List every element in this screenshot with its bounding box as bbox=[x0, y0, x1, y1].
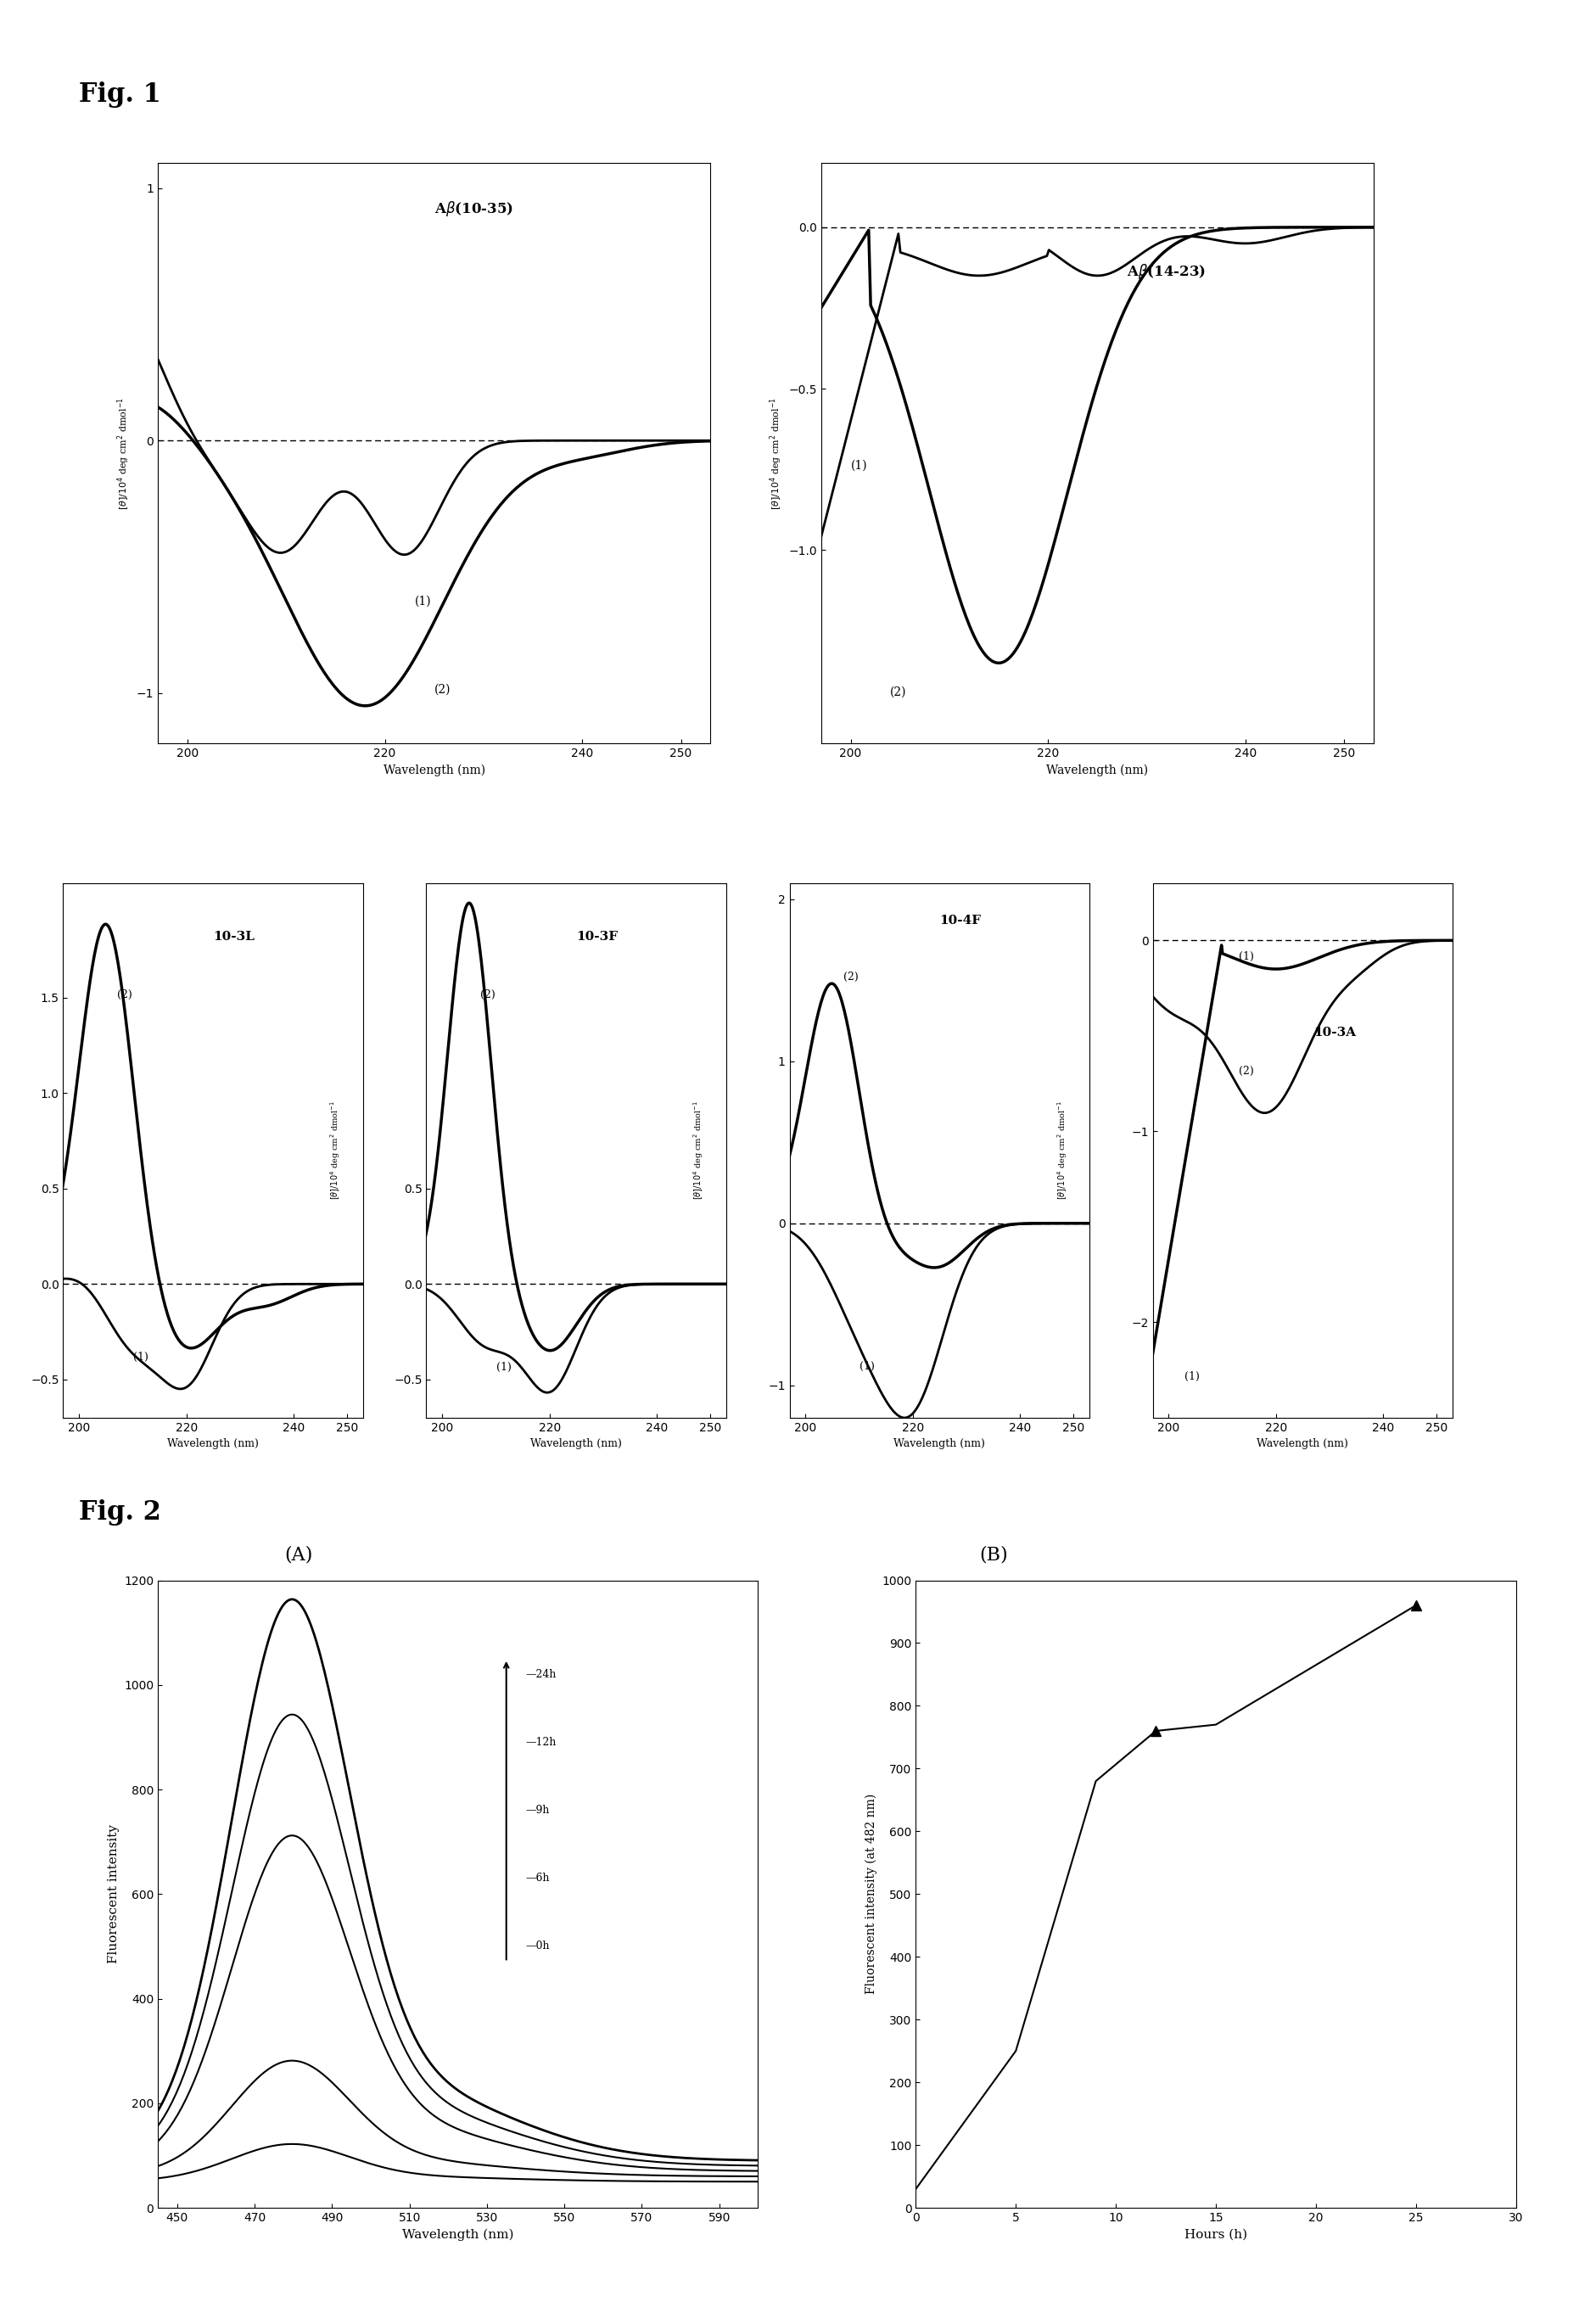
Text: (2): (2) bbox=[434, 683, 450, 695]
12h bbox=[283, 1701, 302, 1729]
9h bbox=[518, 2136, 537, 2164]
0h bbox=[283, 2131, 302, 2159]
Text: (2): (2) bbox=[1238, 1064, 1254, 1076]
Text: —0h: —0h bbox=[526, 1941, 549, 1952]
Text: —12h: —12h bbox=[526, 1736, 556, 1748]
0h bbox=[695, 2168, 714, 2196]
12h bbox=[150, 2110, 169, 2138]
9h bbox=[150, 2126, 169, 2154]
Text: 10-3L: 10-3L bbox=[213, 932, 254, 944]
6h bbox=[505, 2154, 524, 2182]
24h bbox=[507, 2106, 526, 2133]
24h bbox=[505, 2106, 524, 2133]
24h bbox=[518, 2110, 537, 2138]
Text: —24h: —24h bbox=[526, 1669, 556, 1680]
12h bbox=[518, 2122, 537, 2150]
6h bbox=[695, 2161, 714, 2189]
X-axis label: Wavelength (nm): Wavelength (nm) bbox=[894, 1439, 985, 1450]
Text: Fig. 1: Fig. 1 bbox=[79, 81, 161, 107]
Text: 10-4F: 10-4F bbox=[940, 913, 981, 927]
Y-axis label: $[\theta]/10^4$ deg cm$^2$ dmol$^{-1}$: $[\theta]/10^4$ deg cm$^2$ dmol$^{-1}$ bbox=[1055, 1102, 1069, 1199]
Text: —6h: —6h bbox=[526, 1873, 549, 1885]
Text: (2): (2) bbox=[117, 990, 131, 999]
X-axis label: Wavelength (nm): Wavelength (nm) bbox=[403, 2229, 513, 2240]
24h bbox=[283, 1585, 302, 1613]
12h bbox=[657, 2150, 676, 2178]
Text: (1): (1) bbox=[1184, 1371, 1200, 1383]
9h bbox=[505, 2133, 524, 2161]
12h bbox=[748, 2152, 767, 2180]
Text: (B): (B) bbox=[979, 1545, 1007, 1564]
6h bbox=[748, 2161, 767, 2189]
6h bbox=[148, 2152, 167, 2180]
Y-axis label: $[\theta]/10^4$ deg cm$^2$ dmol$^{-1}$: $[\theta]/10^4$ deg cm$^2$ dmol$^{-1}$ bbox=[115, 397, 131, 509]
6h bbox=[283, 2047, 302, 2075]
12h bbox=[148, 2113, 167, 2140]
12h bbox=[507, 2119, 526, 2147]
Y-axis label: $[\theta]/10^4$ deg cm$^2$ dmol$^{-1}$: $[\theta]/10^4$ deg cm$^2$ dmol$^{-1}$ bbox=[328, 1102, 343, 1199]
9h bbox=[148, 2126, 167, 2154]
9h bbox=[748, 2157, 767, 2185]
X-axis label: Wavelength (nm): Wavelength (nm) bbox=[1047, 765, 1148, 776]
Line: 12h: 12h bbox=[158, 1715, 758, 2166]
Text: (1): (1) bbox=[851, 460, 867, 472]
X-axis label: Wavelength (nm): Wavelength (nm) bbox=[531, 1439, 622, 1450]
Text: (1): (1) bbox=[133, 1353, 148, 1362]
24h bbox=[150, 2094, 169, 2122]
X-axis label: Wavelength (nm): Wavelength (nm) bbox=[384, 765, 485, 776]
X-axis label: Hours (h): Hours (h) bbox=[1184, 2229, 1247, 2240]
Line: 24h: 24h bbox=[158, 1599, 758, 2161]
Text: (2): (2) bbox=[843, 971, 857, 983]
Y-axis label: Fluorescent intensity: Fluorescent intensity bbox=[107, 1824, 120, 1964]
0h bbox=[148, 2164, 167, 2192]
Text: (1): (1) bbox=[414, 595, 431, 607]
0h bbox=[505, 2166, 524, 2194]
Text: (2): (2) bbox=[480, 990, 494, 999]
12h bbox=[505, 2119, 524, 2147]
Text: —9h: —9h bbox=[526, 1806, 549, 1815]
X-axis label: Wavelength (nm): Wavelength (nm) bbox=[167, 1439, 259, 1450]
0h bbox=[150, 2164, 169, 2192]
24h bbox=[148, 2096, 167, 2124]
6h bbox=[150, 2152, 169, 2180]
24h bbox=[695, 2145, 714, 2173]
6h bbox=[518, 2154, 537, 2182]
24h bbox=[748, 2147, 767, 2175]
Text: A$\beta$(10-35): A$\beta$(10-35) bbox=[434, 200, 513, 218]
Text: (1): (1) bbox=[859, 1360, 875, 1371]
Line: 6h: 6h bbox=[158, 2061, 758, 2175]
Text: A$\beta$(14-23): A$\beta$(14-23) bbox=[1127, 263, 1206, 281]
Text: (1): (1) bbox=[496, 1362, 512, 1373]
24h bbox=[657, 2143, 676, 2171]
0h bbox=[657, 2168, 676, 2196]
Text: (2): (2) bbox=[891, 686, 906, 697]
Text: 10-3A: 10-3A bbox=[1314, 1027, 1356, 1039]
0h bbox=[748, 2168, 767, 2196]
9h bbox=[657, 2154, 676, 2182]
9h bbox=[283, 1822, 302, 1850]
9h bbox=[507, 2133, 526, 2161]
Y-axis label: $[\theta]/10^4$ deg cm$^2$ dmol$^{-1}$: $[\theta]/10^4$ deg cm$^2$ dmol$^{-1}$ bbox=[767, 397, 783, 509]
0h bbox=[518, 2166, 537, 2194]
9h bbox=[695, 2157, 714, 2185]
Line: 0h: 0h bbox=[158, 2145, 758, 2182]
Text: 10-3F: 10-3F bbox=[576, 932, 617, 944]
Line: 9h: 9h bbox=[158, 1836, 758, 2171]
Text: (A): (A) bbox=[284, 1545, 313, 1564]
Text: (1): (1) bbox=[1238, 951, 1254, 962]
X-axis label: Wavelength (nm): Wavelength (nm) bbox=[1257, 1439, 1348, 1450]
0h bbox=[507, 2166, 526, 2194]
12h bbox=[695, 2150, 714, 2178]
Y-axis label: $[\theta]/10^4$ deg cm$^2$ dmol$^{-1}$: $[\theta]/10^4$ deg cm$^2$ dmol$^{-1}$ bbox=[692, 1102, 706, 1199]
6h bbox=[507, 2154, 526, 2182]
Text: Fig. 2: Fig. 2 bbox=[79, 1499, 161, 1525]
Y-axis label: Fluorescent intensity (at 482 nm): Fluorescent intensity (at 482 nm) bbox=[865, 1794, 878, 1994]
6h bbox=[657, 2161, 676, 2189]
